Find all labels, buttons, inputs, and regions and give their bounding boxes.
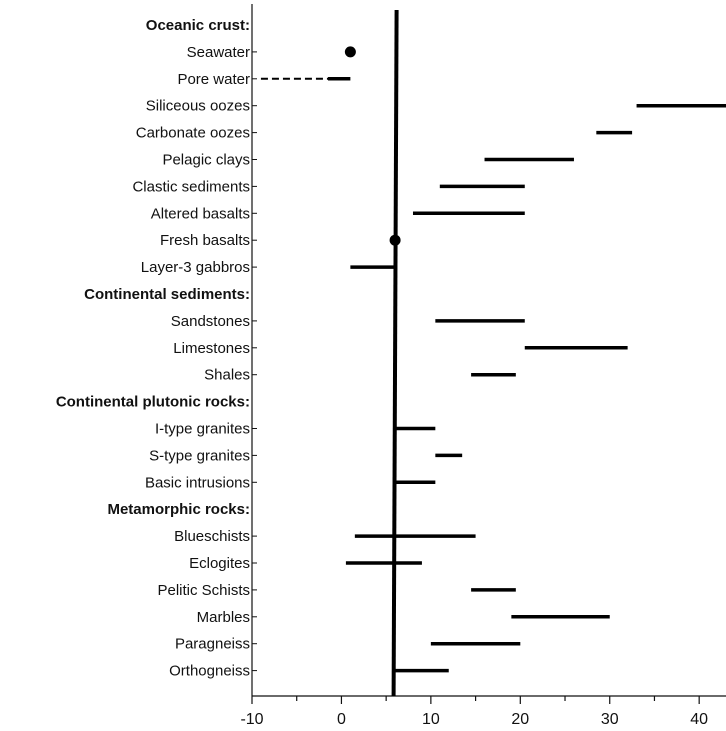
category-label: Siliceous oozes [146,98,250,115]
x-tick-label: 20 [511,711,529,728]
category-label: S-type granites [149,447,250,464]
x-tick-label: 0 [337,711,346,728]
category-label: Fresh basalts [160,232,250,249]
x-tick-label: -10 [240,711,263,728]
category-header-label: Oceanic crust: [146,17,250,34]
category-label: Paragneiss [175,636,250,653]
category-label: Carbonate oozes [136,125,250,142]
category-label: I-type granites [155,421,250,438]
category-label: Blueschists [174,528,250,545]
reference-line [391,9,399,697]
category-header-label: Metamorphic rocks: [107,501,250,518]
data-point [344,46,356,58]
category-label: Altered basalts [151,205,250,222]
category-label: Orthogneiss [169,663,250,680]
category-header-label: Continental sediments: [84,286,250,303]
category-label: Marbles [197,609,250,626]
category-label: Eclogites [189,555,250,572]
category-label: Pore water [177,71,250,88]
x-tick-label: 10 [422,711,440,728]
category-label: Pelitic Schists [157,582,250,599]
category-label: Basic intrusions [145,474,250,491]
category-label: Seawater [187,44,250,61]
category-label: Shales [204,367,250,384]
x-tick-label: 40 [690,711,708,728]
category-header-label: Continental plutonic rocks: [56,394,250,411]
data-point [389,234,401,246]
category-label: Layer-3 gabbros [141,259,250,276]
category-label: Limestones [173,340,250,357]
category-label: Sandstones [171,313,250,330]
category-label: Pelagic clays [162,152,250,169]
x-tick-label: 30 [601,711,619,728]
category-label: Clastic sediments [132,178,250,195]
